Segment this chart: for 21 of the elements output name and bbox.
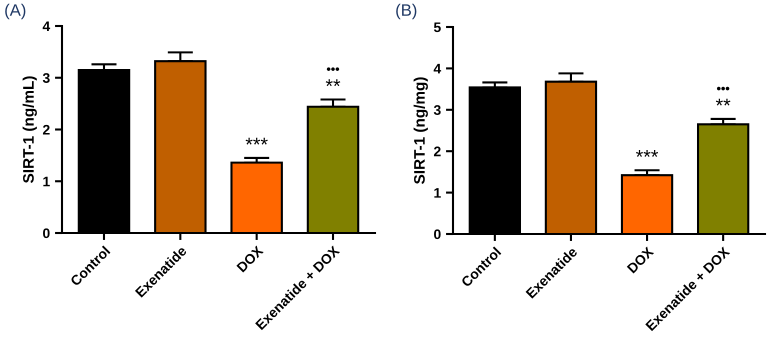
y-tick-label: 3 bbox=[434, 105, 441, 115]
annotation: ••• bbox=[716, 86, 730, 90]
annotation: ** bbox=[716, 98, 730, 106]
y-axis-title: SIRT-1 (ng/mg) bbox=[414, 77, 428, 184]
y-tick-label: 0 bbox=[434, 229, 441, 240]
y-tick-label: 1 bbox=[43, 176, 50, 186]
annotation: ** bbox=[326, 79, 340, 86]
y-tick-label: 4 bbox=[42, 21, 50, 32]
chart-title: (B) bbox=[396, 4, 416, 20]
y-tick-label: 2 bbox=[434, 146, 441, 156]
y-tick-label: 2 bbox=[42, 124, 50, 135]
annotation: *** bbox=[246, 138, 268, 145]
y-tick-label: 3 bbox=[42, 73, 50, 83]
annotation: *** bbox=[636, 150, 658, 157]
y-axis-title: SIRT-1 (ng/mL) bbox=[22, 76, 37, 183]
y-tick-label: 4 bbox=[434, 64, 442, 74]
annotation: ••• bbox=[326, 67, 340, 71]
chart-title: (A) bbox=[5, 4, 26, 20]
y-tick-label: 5 bbox=[434, 22, 441, 32]
y-tick-label: 1 bbox=[434, 188, 441, 198]
y-tick-label: 0 bbox=[43, 228, 50, 238]
